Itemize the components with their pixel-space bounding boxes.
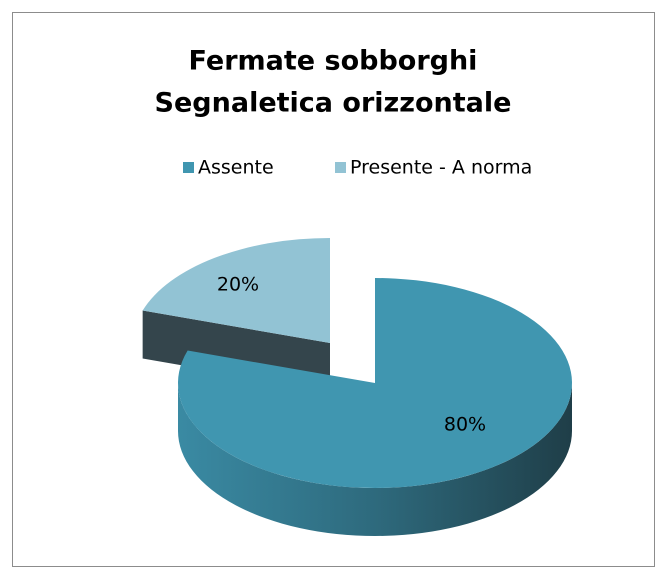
pie-slice <box>142 238 330 343</box>
legend-label: Presente - A norma <box>350 157 532 179</box>
legend-swatch <box>335 162 346 173</box>
data-label: 80% <box>444 414 486 436</box>
chart-title: Segnaletica orizzontale <box>155 88 512 119</box>
slice-side <box>178 383 572 536</box>
chart-title: Fermate sobborghi <box>189 46 478 77</box>
pie-slice <box>178 278 572 488</box>
legend-swatch <box>183 162 194 173</box>
legend-label: Assente <box>198 157 274 179</box>
data-label: 20% <box>217 274 259 296</box>
